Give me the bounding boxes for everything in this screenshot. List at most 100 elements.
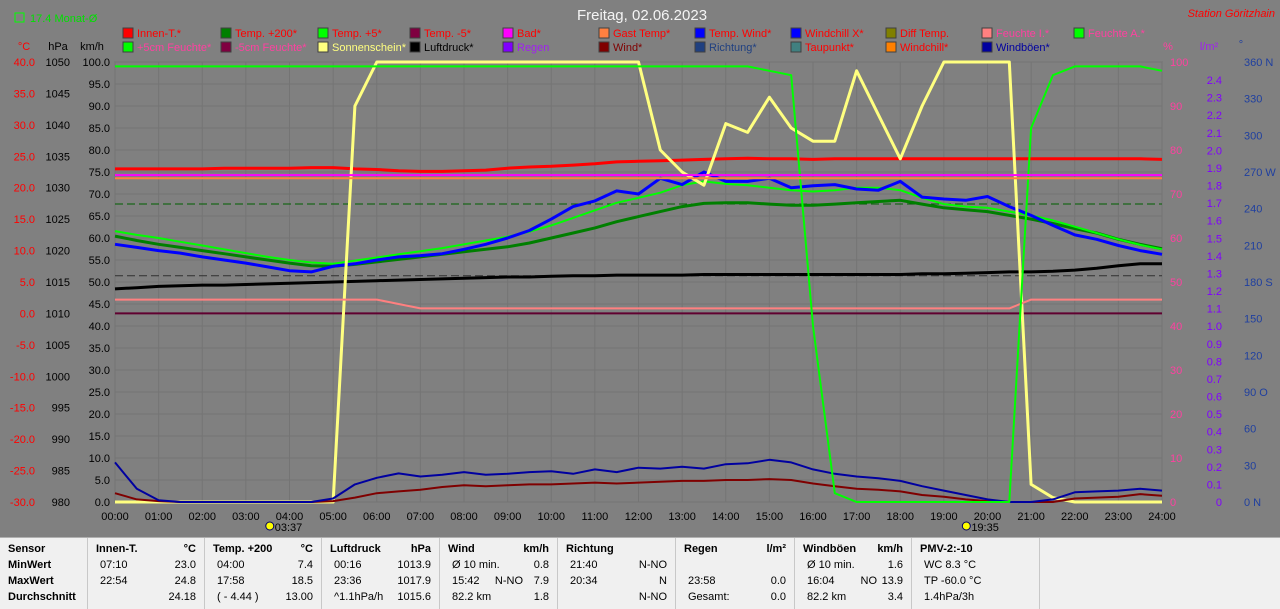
legend-swatch — [317, 41, 329, 53]
stats-cell-time: 22:54 — [100, 575, 128, 587]
x-tick: 18:00 — [886, 511, 914, 523]
legend-label: Diff Temp. — [900, 28, 949, 40]
rain-tick: 1.1 — [1207, 304, 1222, 316]
stats-unit: hPa — [410, 543, 431, 555]
stats-cell-time: Gesamt: — [688, 591, 730, 603]
x-tick: 17:00 — [843, 511, 871, 523]
hpa-axis-label: hPa — [48, 41, 68, 53]
stats-cell-value: 1013.9 — [397, 559, 431, 571]
legend-swatch — [122, 27, 134, 39]
hpa-tick: 1045 — [46, 88, 70, 100]
dir-tick: 30 — [1244, 460, 1256, 472]
rain-tick: 1.6 — [1207, 216, 1222, 228]
stats-row: 1.4hPa/3h — [912, 589, 1039, 605]
stats-row: 82.2 km 1.8 — [440, 589, 557, 605]
temp-tick: -5.0 — [16, 340, 35, 352]
axes: °C hPa km/h% l/m² ° 40.0 35.0 30.0 25.0 20.0 15.0 1… — [10, 39, 1276, 534]
temp-tick: -25.0 — [10, 466, 35, 478]
stats-column: Windböen km/h Ø 10 min. 1.6 16:04 NO 13.9 82.2 … — [795, 538, 912, 609]
legend-swatch — [220, 27, 232, 39]
stats-cell-time: MaxWert — [8, 575, 54, 587]
stats-cell-value: N — [659, 575, 667, 587]
temp-tick: 5.0 — [20, 277, 35, 289]
legend-label: +5cm Feuchte* — [137, 42, 212, 54]
legend-label: -5cm Feuchte* — [235, 42, 307, 54]
stats-cell-time: Durchschnitt — [8, 591, 76, 603]
stats-cell-value: 0.0 — [770, 575, 786, 587]
pct-tick: 80 — [1170, 145, 1182, 157]
series-temp-5 — [114, 180, 1163, 265]
dir-tick: 120 — [1244, 350, 1262, 362]
stats-row: 17:58 18.5 — [205, 573, 321, 589]
x-tick: 03:00 — [232, 511, 260, 523]
stats-cell-time: MinWert — [8, 559, 52, 571]
stats-row: 23:36 1017.9 — [322, 573, 439, 589]
stats-cell-time: WC 8.3 °C — [924, 559, 977, 571]
legend-swatch — [790, 41, 802, 53]
dir-tick: 0 N — [1244, 497, 1261, 509]
legend-swatch — [790, 27, 802, 39]
legend-label: Wind* — [613, 42, 643, 54]
weather-chart: °C hPa km/h% l/m² ° 40.0 35.0 30.0 25.0 20.0 15.0 1… — [9, 7, 1277, 534]
stats-unit: l/m² — [766, 543, 786, 555]
stats-row: 07:10 23.0 — [88, 557, 204, 573]
legend-swatch — [885, 41, 897, 53]
stats-unit: km/h — [877, 543, 903, 555]
pct-tick: 100 — [1170, 57, 1188, 69]
temp-tick: 10.0 — [14, 246, 35, 258]
stats-cell-value: 1.8 — [533, 591, 549, 603]
temp-tick: -15.0 — [10, 403, 35, 415]
stats-cell-time: 20:34 — [570, 575, 598, 587]
pct-tick: 60 — [1170, 233, 1182, 245]
legend-swatch — [885, 27, 897, 39]
stats-cell-time: 23:58 — [688, 575, 716, 587]
stats-cell-value: 7.4 — [297, 559, 313, 571]
temp-tick: -10.0 — [10, 371, 35, 383]
series-feuchte-a — [115, 65, 1163, 503]
legend-swatch — [598, 27, 610, 39]
stats-cell-value: 13.9 — [881, 575, 903, 587]
legend-swatch — [122, 41, 134, 53]
series-temp-wind — [114, 170, 1163, 274]
stats-column: Regen l/m² 23:58 0.0 Gesamt: 0.0 — [676, 538, 795, 609]
legend-label: Windchill X* — [805, 28, 864, 40]
sunset-icon — [961, 521, 971, 531]
stats-title: Wind — [448, 543, 475, 555]
stats-cell-dir: NO — [860, 575, 878, 587]
stats-column: PMV-2:-10 WC 8.3 °C TP -60.0 °C 1.4hPa/3h — [912, 538, 1040, 609]
x-tick: 22:00 — [1061, 511, 1089, 523]
legend-label: Temp. +5* — [332, 28, 383, 40]
temp-tick: 0.0 — [20, 308, 35, 320]
legend-swatch — [1073, 27, 1085, 39]
stats-cell-time: 04:00 — [217, 559, 245, 571]
rain-tick: 0.5 — [1207, 409, 1222, 421]
rain-tick: 2.1 — [1207, 128, 1222, 140]
pct-tick: 30 — [1170, 365, 1182, 377]
stats-cell-value: 18.5 — [291, 575, 313, 587]
rain-tick: 2.4 — [1207, 75, 1222, 87]
x-tick: 09:00 — [494, 511, 522, 523]
pct-axis-label: % — [1163, 41, 1173, 53]
stats-cell-time: ^1.1hPa/h — [334, 591, 384, 603]
stats-cell-value: 24.18 — [168, 591, 196, 603]
pct-tick: 0 — [1170, 497, 1176, 509]
legend-label: Windchill* — [900, 42, 949, 54]
rain-axis-label: l/m² — [1200, 41, 1219, 53]
stats-header: PMV-2:-10 — [912, 541, 1039, 557]
stats-cell-value: N-NO — [638, 591, 667, 603]
stats-cell-dir: N-NO — [494, 575, 523, 587]
kmh-tick: 75.0 — [89, 167, 110, 179]
stats-row: 16:04 NO 13.9 — [795, 573, 911, 589]
kmh-tick: 70.0 — [89, 189, 110, 201]
hpa-tick: 980 — [52, 497, 70, 509]
x-tick: 21:00 — [1017, 511, 1045, 523]
rain-tick: 1.7 — [1207, 198, 1222, 210]
series-feuchte-i — [115, 298, 1162, 310]
stats-table: Sensor MinWert MaxWert Durchschnitt Innen-T.… — [0, 537, 1280, 609]
stats-title: Innen-T. — [96, 543, 138, 555]
sunset-time: 19:35 — [971, 522, 999, 534]
dir-tick: 300 — [1244, 130, 1262, 142]
x-tick: 23:00 — [1105, 511, 1133, 523]
stats-cell-time: Ø 10 min. — [807, 559, 855, 571]
